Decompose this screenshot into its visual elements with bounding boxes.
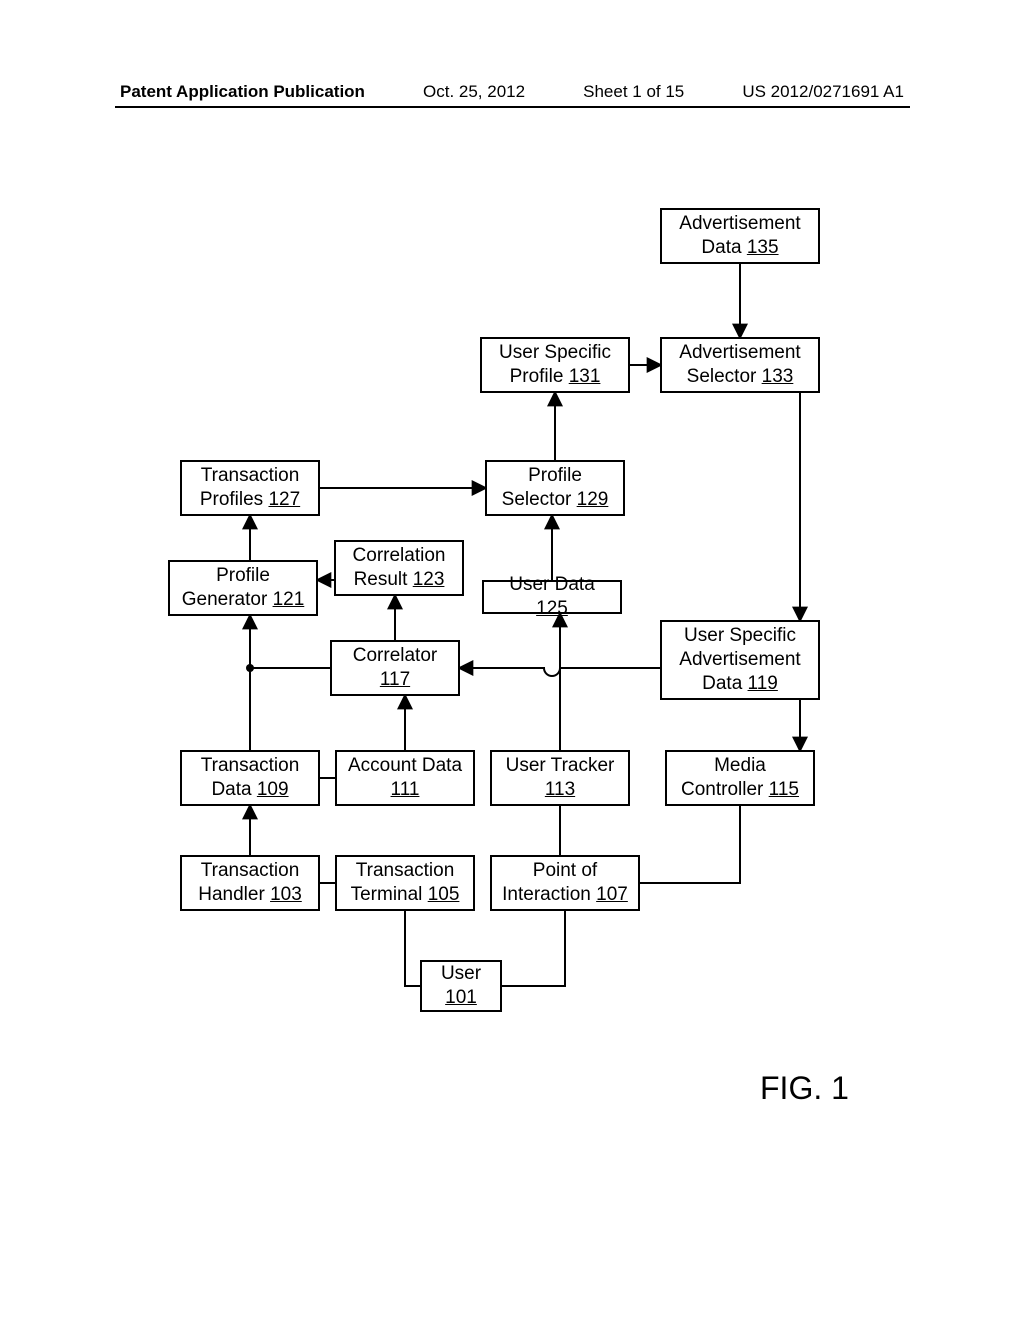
box-poi: Point ofInteraction 107 — [490, 855, 640, 911]
box-tx_profiles: TransactionProfiles 127 — [180, 460, 320, 516]
box-prof_selector: ProfileSelector 129 — [485, 460, 625, 516]
box-media_ctrl: MediaController 115 — [665, 750, 815, 806]
box-correlator: Correlator117 — [330, 640, 460, 696]
box-acct_data: Account Data111 — [335, 750, 475, 806]
header-sheet: Sheet 1 of 15 — [583, 82, 684, 102]
box-ad_data: AdvertisementData 135 — [660, 208, 820, 264]
box-user_tracker: User Tracker113 — [490, 750, 630, 806]
box-user: User101 — [420, 960, 502, 1012]
box-tx_terminal: TransactionTerminal 105 — [335, 855, 475, 911]
box-tx_data: TransactionData 109 — [180, 750, 320, 806]
box-tx_handler: TransactionHandler 103 — [180, 855, 320, 911]
box-ad_selector: AdvertisementSelector 133 — [660, 337, 820, 393]
box-usad: User SpecificAdvertisementData 119 — [660, 620, 820, 700]
box-corr_result: CorrelationResult 123 — [334, 540, 464, 596]
box-user_data: User Data125 — [482, 580, 622, 614]
figure-1-diagram: AdvertisementData 135 User SpecificProfil… — [120, 190, 900, 1090]
box-prof_gen: ProfileGenerator 121 — [168, 560, 318, 616]
header-pubno: US 2012/0271691 A1 — [742, 82, 904, 102]
box-user_profile: User SpecificProfile 131 — [480, 337, 630, 393]
figure-label: FIG. 1 — [760, 1070, 849, 1107]
header-rule — [115, 106, 910, 108]
header-date: Oct. 25, 2012 — [423, 82, 525, 102]
header-publication: Patent Application Publication — [120, 82, 365, 102]
